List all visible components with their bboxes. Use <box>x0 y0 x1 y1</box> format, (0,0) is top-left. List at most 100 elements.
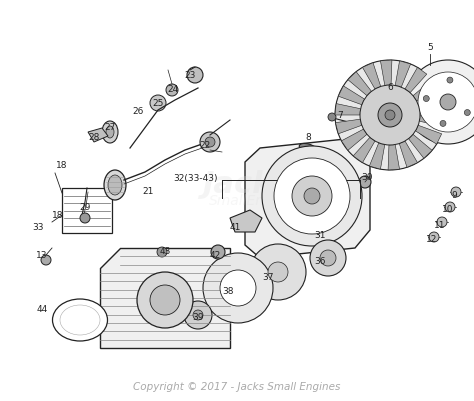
Ellipse shape <box>53 299 108 341</box>
Text: 37: 37 <box>262 273 274 282</box>
Circle shape <box>205 137 215 147</box>
Polygon shape <box>388 144 400 170</box>
Text: 18: 18 <box>56 160 68 170</box>
Polygon shape <box>395 61 410 87</box>
Text: Copyright © 2017 - Jacks Small Engines: Copyright © 2017 - Jacks Small Engines <box>133 382 341 392</box>
Circle shape <box>80 213 90 223</box>
Text: 42: 42 <box>210 251 220 259</box>
Ellipse shape <box>106 126 114 138</box>
Text: 39: 39 <box>192 314 204 322</box>
Text: 9: 9 <box>451 190 457 200</box>
Text: 31: 31 <box>314 231 326 239</box>
Polygon shape <box>369 143 385 169</box>
Text: 12: 12 <box>426 235 438 245</box>
Text: 18: 18 <box>52 211 64 219</box>
Circle shape <box>429 232 439 242</box>
Circle shape <box>335 60 445 170</box>
Circle shape <box>292 176 332 216</box>
Circle shape <box>320 250 336 266</box>
Text: 5: 5 <box>427 43 433 53</box>
Text: 26: 26 <box>132 107 144 117</box>
Circle shape <box>166 84 178 96</box>
Text: 11: 11 <box>434 221 446 229</box>
Text: SmallEngines: SmallEngines <box>210 194 302 207</box>
Circle shape <box>304 188 320 204</box>
Circle shape <box>262 146 362 246</box>
Circle shape <box>184 301 212 329</box>
Text: 28: 28 <box>88 134 100 142</box>
Circle shape <box>418 72 474 132</box>
Circle shape <box>150 285 180 315</box>
Polygon shape <box>363 63 381 89</box>
Polygon shape <box>335 103 361 115</box>
Circle shape <box>220 270 256 306</box>
Text: 41: 41 <box>229 223 241 233</box>
Circle shape <box>378 103 402 127</box>
Text: 32(33-43): 32(33-43) <box>174 174 218 182</box>
Circle shape <box>157 247 167 257</box>
Circle shape <box>41 255 51 265</box>
Polygon shape <box>419 115 445 126</box>
Text: Jacks: Jacks <box>202 170 291 199</box>
Circle shape <box>360 85 420 145</box>
Circle shape <box>310 240 346 276</box>
Circle shape <box>268 262 288 282</box>
Circle shape <box>359 176 371 188</box>
Text: 23: 23 <box>184 71 196 79</box>
Polygon shape <box>100 248 230 348</box>
Polygon shape <box>338 86 365 105</box>
Text: 21: 21 <box>142 188 154 196</box>
Circle shape <box>451 187 461 197</box>
Text: 10: 10 <box>442 205 454 215</box>
Circle shape <box>187 67 203 83</box>
Ellipse shape <box>299 144 317 152</box>
Circle shape <box>150 95 166 111</box>
Circle shape <box>211 245 225 259</box>
Text: 29: 29 <box>79 203 91 213</box>
Polygon shape <box>353 137 375 163</box>
Text: 33: 33 <box>32 223 44 233</box>
Circle shape <box>203 253 273 323</box>
Ellipse shape <box>108 175 122 195</box>
Polygon shape <box>409 134 432 158</box>
Circle shape <box>406 60 474 144</box>
Circle shape <box>250 244 306 300</box>
Text: 25: 25 <box>152 99 164 107</box>
Circle shape <box>274 158 350 234</box>
Text: 8: 8 <box>305 134 311 142</box>
Circle shape <box>445 202 455 212</box>
Circle shape <box>447 77 453 83</box>
Text: 36: 36 <box>314 257 326 267</box>
Text: 38: 38 <box>222 288 234 296</box>
Polygon shape <box>399 141 418 167</box>
Text: 7: 7 <box>337 111 343 119</box>
FancyBboxPatch shape <box>62 188 112 233</box>
Polygon shape <box>418 96 445 111</box>
Polygon shape <box>88 128 108 142</box>
Circle shape <box>328 113 336 121</box>
Text: 13: 13 <box>36 251 48 259</box>
Ellipse shape <box>104 170 126 200</box>
Text: 27: 27 <box>104 124 116 132</box>
Circle shape <box>385 110 395 120</box>
Ellipse shape <box>102 121 118 143</box>
Circle shape <box>440 120 446 126</box>
Ellipse shape <box>60 305 100 335</box>
Circle shape <box>200 132 220 152</box>
Circle shape <box>440 94 456 110</box>
Polygon shape <box>415 125 442 144</box>
Polygon shape <box>413 80 438 101</box>
Polygon shape <box>336 119 362 134</box>
Circle shape <box>423 95 429 101</box>
Polygon shape <box>348 72 372 96</box>
Text: 6: 6 <box>387 83 393 93</box>
Text: 30: 30 <box>361 174 373 182</box>
Circle shape <box>437 217 447 227</box>
Circle shape <box>137 272 193 328</box>
Text: 44: 44 <box>36 306 47 314</box>
Polygon shape <box>245 138 370 258</box>
Text: 43: 43 <box>159 247 171 257</box>
Circle shape <box>193 310 203 320</box>
Polygon shape <box>381 60 392 85</box>
Polygon shape <box>230 210 262 232</box>
